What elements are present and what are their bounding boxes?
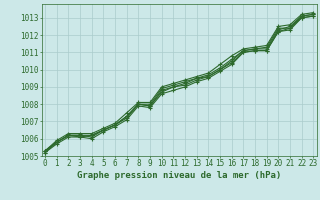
X-axis label: Graphe pression niveau de la mer (hPa): Graphe pression niveau de la mer (hPa)	[77, 171, 281, 180]
